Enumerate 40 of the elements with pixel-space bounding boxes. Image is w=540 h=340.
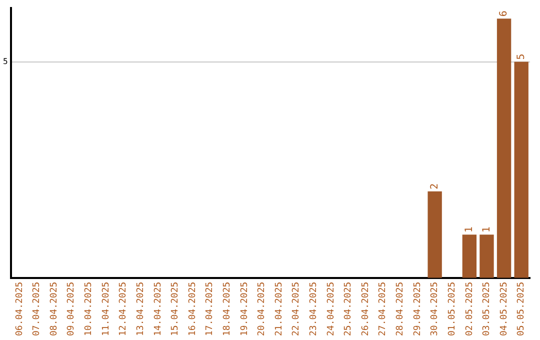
data-label: 6 [498, 10, 510, 17]
x-tick-label: 06.04.2025 [14, 282, 25, 336]
x-tick-label: 03.05.2025 [482, 282, 492, 336]
bar [496, 18, 512, 278]
x-tick-label: 21.04.2025 [274, 282, 284, 336]
x-tick-label: 10.04.2025 [84, 282, 94, 336]
x-tick-label: 08.04.2025 [49, 282, 60, 336]
x-tick-label: 01.05.2025 [447, 282, 458, 336]
x-tick-label: 25.04.2025 [344, 282, 354, 336]
x-tick-label: 12.04.2025 [118, 282, 129, 336]
x-tick-label: 28.04.2025 [396, 282, 406, 336]
x-tick-label: 27.04.2025 [378, 282, 388, 336]
x-tick-label: 29.04.2025 [412, 282, 423, 336]
data-label: 1 [464, 226, 476, 233]
x-tick-label: 17.04.2025 [205, 282, 216, 336]
x-tick-label: 02.05.2025 [464, 282, 475, 336]
x-tick-label: 18.04.2025 [222, 282, 232, 336]
x-tick-label: 04.05.2025 [499, 282, 510, 336]
x-tick-label: 07.04.2025 [32, 282, 42, 336]
data-label: 5 [516, 54, 527, 60]
bar [462, 234, 477, 278]
x-tick-label: 20.04.2025 [257, 282, 268, 336]
x-tick-label: 15.04.2025 [170, 282, 181, 336]
x-tick-label: 26.04.2025 [360, 282, 371, 336]
x-tick-label: 19.04.2025 [240, 282, 250, 336]
x-tick-label: 11.04.2025 [101, 282, 112, 336]
bar [480, 234, 494, 278]
data-label: 2 [429, 183, 440, 190]
x-tick-label: 05.05.2025 [516, 282, 527, 336]
x-tick-label: 22.04.2025 [292, 282, 302, 336]
bar [514, 62, 528, 278]
x-tick-label: 14.04.2025 [153, 282, 164, 336]
x-tick-label: 09.04.2025 [66, 282, 77, 336]
bar [428, 191, 442, 278]
data-label: 1 [481, 226, 492, 233]
x-tick-label: 13.04.2025 [136, 282, 146, 336]
x-tick-label: 30.04.2025 [430, 282, 440, 336]
x-tick-label: 24.04.2025 [326, 282, 336, 336]
x-tick-label: 16.04.2025 [188, 282, 198, 336]
x-tick-label: 23.04.2025 [309, 282, 320, 336]
